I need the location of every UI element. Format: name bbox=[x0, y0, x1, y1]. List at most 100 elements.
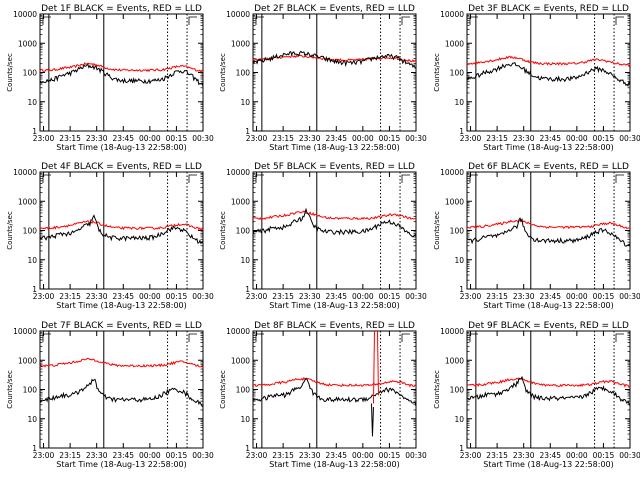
x-tick-label: 23:30 bbox=[299, 292, 321, 301]
lld-series-line bbox=[39, 62, 204, 73]
corner-mark bbox=[615, 333, 624, 342]
y-tick-label: 1000 bbox=[231, 197, 250, 206]
x-tick-label: 23:00 bbox=[460, 134, 482, 143]
events-series-line bbox=[39, 63, 204, 87]
y-tick-label: 10000 bbox=[226, 168, 250, 177]
events-series-line bbox=[252, 377, 417, 407]
x-axis-label: Start Time (18-Aug-13 22:58:00) bbox=[269, 460, 400, 469]
y-tick-label: 1 bbox=[32, 127, 37, 136]
y-tick-label: 10 bbox=[27, 415, 37, 424]
lld-series-line bbox=[466, 377, 631, 388]
detector-panel-6: Det 6F BLACK = Events, RED = LLD 1 10 100 10… bbox=[433, 162, 640, 310]
x-axis-label: Start Time (18-Aug-13 22:58:00) bbox=[483, 460, 614, 469]
corner-mark bbox=[469, 333, 478, 342]
lld-series-line bbox=[39, 220, 204, 232]
detector-panel-7: Det 7F BLACK = Events, RED = LLD 1 10 100 10… bbox=[6, 321, 214, 469]
lld-series-line bbox=[466, 219, 630, 230]
y-tick-label: 10000 bbox=[226, 10, 250, 19]
y-tick-label: 100 bbox=[236, 227, 251, 236]
detector-panel-3: Det 3F BLACK = Events, RED = LLD 1 10 100 10… bbox=[433, 4, 640, 152]
x-tick-label: 23:30 bbox=[86, 134, 108, 143]
detector-panel-2: Det 2F BLACK = Events, RED = LLD 1 10 100 10… bbox=[219, 4, 427, 152]
x-axis-label: Start Time (18-Aug-13 22:58:00) bbox=[269, 301, 400, 310]
panel-title: Det 8F BLACK = Events, RED = LLD bbox=[254, 321, 415, 331]
x-tick-label: 23:45 bbox=[325, 134, 347, 143]
corner-mark bbox=[401, 174, 410, 183]
x-tick-label: 00:00 bbox=[139, 292, 161, 301]
x-tick-label: 23:15 bbox=[59, 292, 81, 301]
corner-mark bbox=[401, 16, 410, 25]
panel-title: Det 3F BLACK = Events, RED = LLD bbox=[468, 4, 629, 14]
x-tick-label: 00:30 bbox=[192, 451, 214, 460]
y-tick-label: 1 bbox=[245, 285, 250, 294]
y-axis-label: Counts/sec bbox=[6, 211, 14, 250]
y-tick-label: 1000 bbox=[445, 356, 464, 365]
x-tick-label: 23:45 bbox=[112, 292, 134, 301]
x-tick-label: 23:45 bbox=[539, 292, 561, 301]
x-tick-label: 23:15 bbox=[272, 292, 294, 301]
x-tick-label: 00:15 bbox=[379, 451, 401, 460]
plot-frame bbox=[252, 171, 417, 290]
x-tick-label: 23:30 bbox=[513, 451, 535, 460]
y-tick-label: 100 bbox=[450, 386, 465, 395]
y-tick-label: 1 bbox=[459, 127, 464, 136]
panel-title: Det 1F BLACK = Events, RED = LLD bbox=[41, 4, 202, 14]
x-axis-label: Start Time (18-Aug-13 22:58:00) bbox=[56, 143, 187, 152]
corner-mark bbox=[42, 333, 51, 342]
detector-panel-1: Det 1F BLACK = Events, RED = LLD 1 10 100 10… bbox=[6, 4, 214, 152]
y-tick-label: 1 bbox=[459, 444, 464, 453]
events-series-line bbox=[252, 50, 416, 69]
x-tick-label: 00:00 bbox=[139, 451, 161, 460]
y-tick-label: 10 bbox=[240, 415, 250, 424]
y-axis-label: Counts/sec bbox=[433, 53, 441, 92]
events-series-line bbox=[466, 375, 631, 407]
y-tick-label: 1 bbox=[32, 444, 37, 453]
y-axis-label: Counts/sec bbox=[219, 370, 227, 409]
x-tick-label: 00:00 bbox=[352, 134, 374, 143]
x-tick-label: 23:00 bbox=[33, 134, 55, 143]
x-tick-label: 23:00 bbox=[246, 451, 268, 460]
panel-title: Det 7F BLACK = Events, RED = LLD bbox=[41, 321, 202, 331]
plot-frame bbox=[39, 171, 204, 290]
x-tick-label: 23:45 bbox=[325, 292, 347, 301]
corner-mark bbox=[469, 174, 478, 183]
x-tick-label: 23:15 bbox=[272, 451, 294, 460]
x-tick-label: 00:00 bbox=[352, 451, 374, 460]
corner-mark bbox=[255, 174, 264, 183]
y-tick-label: 10 bbox=[27, 98, 37, 107]
panel-title: Det 9F BLACK = Events, RED = LLD bbox=[468, 321, 629, 331]
events-series-line bbox=[466, 62, 631, 87]
x-axis-label: Start Time (18-Aug-13 22:58:00) bbox=[483, 143, 614, 152]
y-axis-label: Counts/sec bbox=[433, 370, 441, 409]
x-tick-label: 00:30 bbox=[192, 134, 214, 143]
x-tick-label: 23:00 bbox=[33, 292, 55, 301]
y-axis-label: Counts/sec bbox=[6, 53, 14, 92]
corner-mark bbox=[188, 174, 197, 183]
x-tick-label: 23:15 bbox=[59, 451, 81, 460]
x-tick-label: 00:00 bbox=[566, 292, 588, 301]
x-tick-label: 23:45 bbox=[112, 134, 134, 143]
y-tick-label: 1000 bbox=[18, 356, 37, 365]
x-tick-label: 00:00 bbox=[566, 134, 588, 143]
y-axis-label: Counts/sec bbox=[219, 211, 227, 250]
x-tick-label: 23:30 bbox=[86, 451, 108, 460]
y-tick-label: 10000 bbox=[440, 168, 464, 177]
lld-series-line bbox=[252, 54, 417, 63]
events-series-line bbox=[39, 378, 204, 408]
y-tick-label: 10000 bbox=[440, 327, 464, 336]
y-tick-label: 10 bbox=[454, 415, 464, 424]
corner-mark bbox=[615, 174, 624, 183]
y-tick-label: 1000 bbox=[18, 39, 37, 48]
y-tick-label: 100 bbox=[236, 69, 251, 78]
corner-mark bbox=[469, 16, 478, 25]
y-tick-label: 1000 bbox=[231, 39, 250, 48]
x-tick-label: 23:45 bbox=[325, 451, 347, 460]
corner-mark bbox=[255, 333, 264, 342]
detector-panel-4: Det 4F BLACK = Events, RED = LLD 1 10 100 10… bbox=[6, 162, 214, 310]
y-tick-label: 1000 bbox=[445, 39, 464, 48]
corner-mark bbox=[42, 174, 51, 183]
panel-title: Det 2F BLACK = Events, RED = LLD bbox=[254, 4, 415, 14]
x-tick-label: 23:00 bbox=[460, 451, 482, 460]
y-tick-label: 10 bbox=[240, 98, 250, 107]
